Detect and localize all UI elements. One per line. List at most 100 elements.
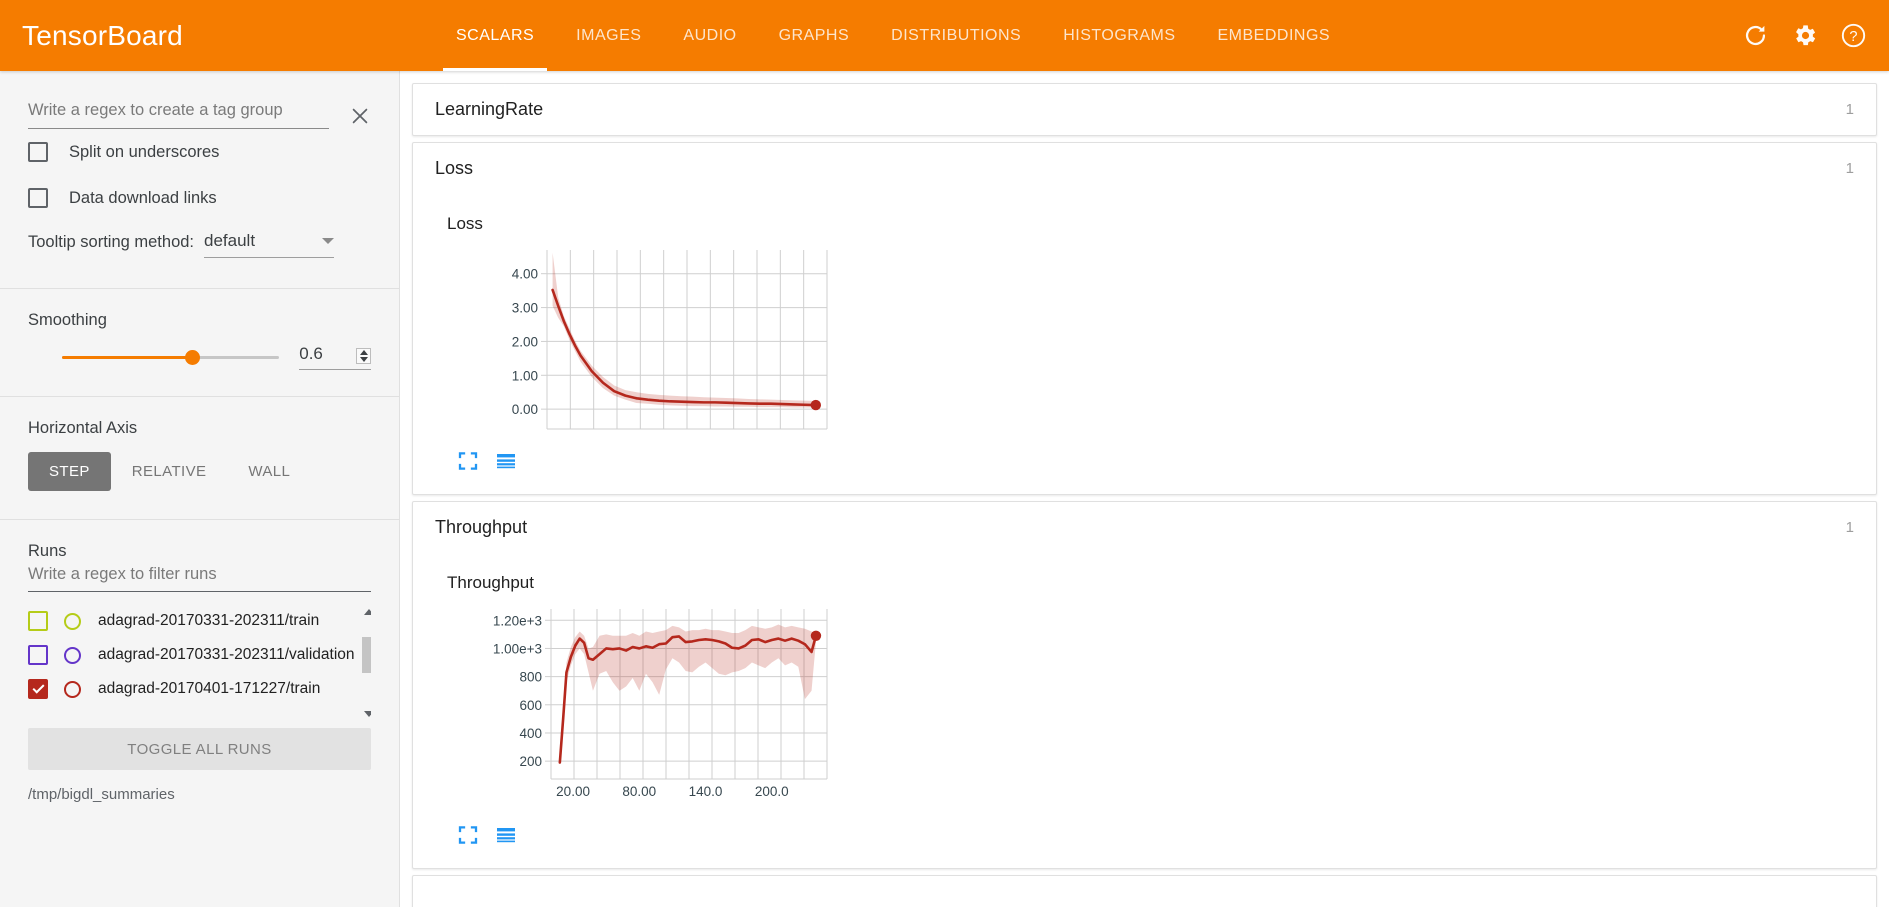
checkbox-box	[28, 142, 48, 162]
run-label: adagrad-20170331-202311/train	[98, 611, 320, 629]
help-icon[interactable]: ?	[1840, 22, 1867, 49]
split-on-underscores-checkbox[interactable]: Split on underscores	[0, 129, 399, 175]
app-header: TensorBoard SCALARS IMAGES AUDIO GRAPHS DIST…	[0, 0, 1889, 71]
app-body: Split on underscores Data download links…	[0, 71, 1889, 907]
run-color-dot[interactable]	[64, 646, 81, 664]
stepper-down-icon[interactable]	[359, 357, 368, 362]
run-item[interactable]: adagrad-20170331-202311/train	[28, 604, 371, 638]
run-checkbox[interactable]	[28, 679, 48, 699]
toggle-all-runs-button[interactable]: TOGGLE ALL RUNS	[28, 728, 371, 770]
y-axis-tick-label: 0.00	[512, 402, 538, 417]
runs-scrollbar[interactable]	[361, 604, 371, 722]
y-axis-tick-label: 3.00	[512, 301, 538, 316]
chart-throughput[interactable]: 200 400 600 800 1.00e+3 1.20e+3 20.00 80.00 140.…	[435, 599, 835, 814]
tag-regex-row	[0, 71, 399, 129]
tab-audio[interactable]: AUDIO	[683, 26, 737, 44]
haxis-step-button[interactable]: STEP	[28, 452, 111, 491]
run-color-dot[interactable]	[64, 612, 81, 630]
main-content: LearningRate 1 Loss 1 Loss 0.00 1.00 2.00 3…	[400, 71, 1889, 907]
runs-title: Runs	[28, 542, 67, 560]
horizontal-axis-options: STEP RELATIVE WALL	[0, 438, 399, 519]
y-axis-tick-label: 1.20e+3	[493, 613, 542, 628]
sidebar: Split on underscores Data download links…	[0, 71, 400, 907]
card-header[interactable]: Loss 1	[413, 143, 1876, 194]
y-axis-tick-label: 400	[519, 726, 542, 741]
chart-title: Throughput	[447, 573, 534, 592]
card-title: LearningRate	[435, 99, 544, 119]
checkbox-box	[28, 188, 48, 208]
checkbox-label: Data download links	[69, 188, 217, 207]
app-title: TensorBoard	[22, 19, 183, 51]
scroll-down-icon[interactable]	[364, 711, 371, 717]
card-count: 1	[1845, 519, 1854, 536]
chart-svg: 200 400 600 800 1.00e+3 1.20e+3 20.00 80.00 140.…	[493, 609, 828, 799]
haxis-wall-button[interactable]: WALL	[248, 463, 291, 480]
card-body: Throughput 200 400 600 800 1.00e+3 1.20e+3 20.…	[413, 553, 1876, 868]
smoothing-title: Smoothing	[28, 311, 107, 329]
card-count: 1	[1845, 160, 1854, 177]
chart-toolbar	[435, 814, 1854, 846]
series-raw-band	[559, 624, 816, 764]
series-line	[551, 288, 818, 407]
refresh-icon[interactable]	[1742, 22, 1769, 49]
svg-text:?: ?	[1849, 29, 1857, 45]
tab-scalars[interactable]: SCALARS	[435, 0, 555, 71]
run-color-dot[interactable]	[64, 680, 81, 698]
chart-toolbar	[435, 440, 1854, 472]
logdir-path: /tmp/bigdl_summaries	[28, 786, 175, 803]
smoothing-row: 0.6	[0, 330, 399, 396]
slider-knob[interactable]	[185, 350, 201, 365]
run-checkbox[interactable]	[28, 611, 48, 631]
tooltip-sorting-select[interactable]: default	[204, 231, 335, 258]
chart-loss[interactable]: 0.00 1.00 2.00 3.00 4.00	[435, 240, 835, 440]
scroll-up-icon[interactable]	[364, 609, 371, 615]
chart-title: Loss	[447, 214, 483, 233]
series-end-marker	[810, 399, 821, 411]
slider-fill	[62, 356, 193, 359]
run-checkbox[interactable]	[28, 645, 48, 665]
x-axis-tick-label: 140.0	[689, 784, 723, 799]
tooltip-sorting-row: Tooltip sorting method: default	[0, 221, 399, 258]
runs-list: adagrad-20170331-202311/train adagrad-201…	[28, 604, 371, 722]
smoothing-value-box[interactable]: 0.6	[299, 344, 371, 370]
card-header[interactable]: LearningRate 1	[413, 84, 1876, 135]
x-axis-tick-label: 80.00	[622, 784, 656, 799]
expand-icon[interactable]	[457, 450, 479, 472]
expand-icon[interactable]	[457, 824, 479, 846]
runs-filter-input[interactable]	[28, 565, 371, 592]
series-raw-band	[552, 252, 816, 408]
card-title: Loss	[435, 158, 474, 178]
smoothing-slider[interactable]	[62, 346, 280, 368]
quantity-stepper[interactable]	[356, 348, 371, 364]
tab-embeddings[interactable]: EMBEDDINGS	[1217, 26, 1331, 44]
data-table-icon[interactable]	[495, 824, 517, 846]
y-axis-tick-label: 600	[519, 698, 542, 713]
tab-histograms[interactable]: HISTOGRAMS	[1063, 26, 1176, 44]
divider	[0, 288, 399, 289]
tag-regex-input[interactable]	[28, 100, 329, 129]
haxis-relative-button[interactable]: RELATIVE	[131, 463, 207, 480]
gear-icon[interactable]	[1791, 22, 1818, 49]
card-header[interactable]: Throughput 1	[413, 502, 1876, 553]
y-axis-tick-label: 800	[519, 670, 542, 685]
close-icon[interactable]	[343, 99, 377, 133]
run-item[interactable]: adagrad-20170331-202311/validation	[28, 638, 371, 672]
data-table-icon[interactable]	[495, 450, 517, 472]
tab-graphs[interactable]: GRAPHS	[778, 26, 850, 44]
scrollbar-thumb[interactable]	[362, 637, 371, 673]
tab-distributions[interactable]: DISTRIBUTIONS	[891, 26, 1022, 44]
run-item[interactable]: adagrad-20170401-171227/train	[28, 672, 371, 706]
tab-images[interactable]: IMAGES	[576, 26, 642, 44]
card-count: 1	[1845, 101, 1854, 118]
header-actions: ?	[1742, 22, 1889, 49]
chevron-down-icon	[322, 238, 335, 244]
card-loss: Loss 1 Loss 0.00 1.00 2.00 3.00 4.00	[412, 142, 1877, 495]
data-download-links-checkbox[interactable]: Data download links	[0, 175, 399, 221]
series-line	[558, 634, 818, 764]
card-title: Throughput	[435, 517, 528, 537]
x-axis-tick-label: 200.0	[755, 784, 789, 799]
stepper-up-icon[interactable]	[359, 350, 368, 355]
x-axis-tick-label: 20.00	[556, 784, 590, 799]
run-label: adagrad-20170401-171227/train	[98, 679, 321, 697]
series-end-marker	[810, 630, 822, 641]
